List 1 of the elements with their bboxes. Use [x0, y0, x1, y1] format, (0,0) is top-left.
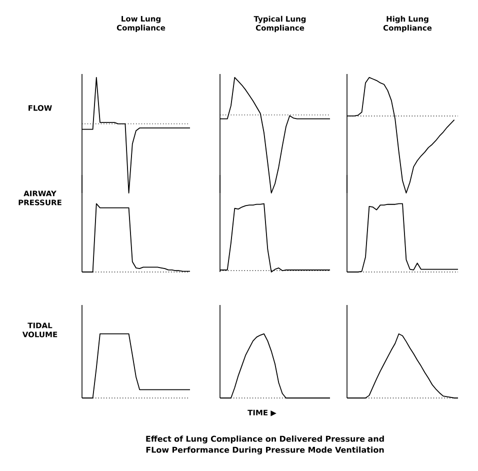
- text: Effect of Lung Compliance on Delivered Pressure and FLow Performance During Pressure Mode Ventilation: [146, 436, 384, 454]
